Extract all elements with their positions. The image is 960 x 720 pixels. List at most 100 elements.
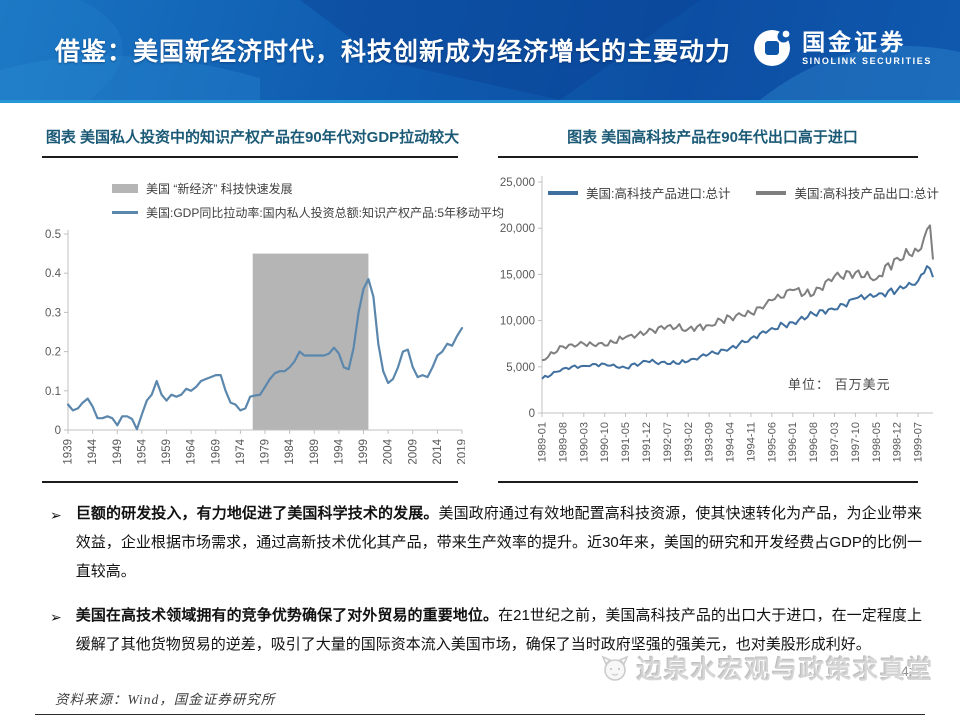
header-wave-decoration [0, 0, 960, 100]
bullet-item: ➢ 巨额的研发投入，有力地促进了美国科学技术的发展。美国政府通过有效地配置高科技… [50, 500, 922, 586]
x-tick-label: 1991-12 [641, 422, 653, 462]
page-title: 借鉴：美国新经济时代，科技创新成为经济增长的主要动力 [55, 38, 732, 66]
x-tick-label: 2014 [432, 438, 444, 464]
x-tick-label: 1992-07 [662, 422, 674, 462]
x-tick-label: 1984 [284, 438, 296, 464]
logo-text: 国金证券 SINOLINK SECURITIES [802, 30, 932, 67]
x-tick-label: 1996-08 [808, 422, 820, 462]
y-tick-label: 0 [529, 408, 535, 420]
bullet-lead: 美国在高技术领域拥有的竞争优势确保了对外贸易的重要地位。 [75, 607, 499, 625]
x-tick-label: 1999-07 [913, 422, 925, 462]
sinolink-logo-icon [754, 30, 791, 66]
x-tick-label: 1964 [186, 438, 198, 464]
y-tick-label: 0.3 [45, 307, 61, 319]
legend-item: 美国:高科技产品出口:总计 [756, 183, 939, 202]
band-swatch [112, 184, 138, 193]
legend-label: 美国:GDP同比拉动率:国内私人投资总额:知识产权产品:5年移动平均 [146, 206, 505, 220]
x-tick-label: 1994 [333, 438, 345, 464]
bullet-text: 美国在高技术领域拥有的竞争优势确保了对外贸易的重要地位。在21世纪之前，美国高科… [76, 602, 922, 660]
x-tick-label: 1994-11 [745, 422, 757, 462]
source-note: 资料来源：Wind，国金证券研究所 [55, 692, 276, 707]
right-chart-canvas: 0 5,000 10,000 15,000 20,000 25,000 1989-01 198… [500, 176, 934, 462]
y-tick-label: 10,000 [500, 316, 535, 328]
line-swatch [548, 190, 578, 195]
x-tick-label: 1944 [87, 438, 99, 464]
cat-face-icon [601, 655, 629, 681]
x-tick-label: 1939 [63, 439, 75, 465]
bullet-text: 巨额的研发投入，有力地促进了美国科学技术的发展。美国政府通过有效地配置高科技资源… [76, 500, 922, 586]
watermark-text: 边泉水宏观与政策求真堂 [636, 656, 934, 684]
x-tick-label: 1959 [161, 439, 173, 465]
x-tick-label: 1997-03 [829, 422, 841, 462]
x-tick-label: 1997-10 [850, 422, 862, 462]
left-bottom-rule [42, 481, 458, 483]
imports-line [541, 265, 934, 380]
y-tick-label: 0.5 [45, 229, 61, 241]
y-tick-label: 0.2 [45, 347, 61, 359]
x-tick-label: 1990-03 [578, 422, 590, 462]
x-tick-label: 2004 [383, 438, 395, 464]
x-tick-label: 1998-12 [892, 422, 904, 462]
arrow-bullet-icon: ➢ [50, 609, 62, 626]
line-swatch [112, 211, 138, 214]
x-tick-label: 1969 [210, 439, 222, 465]
left-chart-legend: 美国 “新经济” 科技快速发展美国:GDP同比拉动率:国内私人投资总额:知识产权… [112, 180, 504, 221]
logo-name-cn: 国金证券 [802, 28, 907, 55]
x-tick-label: 1990-10 [599, 422, 611, 462]
slide-bottom-rule [35, 714, 925, 715]
logo: 国金证券 SINOLINK SECURITIES [751, 27, 932, 69]
x-tick-label: 1979 [260, 439, 272, 465]
x-tick-label: 1993-09 [704, 422, 716, 462]
x-tick-label: 1989-08 [557, 422, 569, 462]
arrow-bullet-icon: ➢ [50, 507, 62, 523]
x-tick-label: 1989-01 [537, 422, 549, 462]
bullet-item: ➢ 美国在高技术领域拥有的竞争优势确保了对外贸易的重要地位。在21世纪之前，美国… [50, 602, 922, 660]
x-tick-label: 1999 [358, 439, 370, 465]
legend-item: 美国:GDP同比拉动率:国内私人投资总额:知识产权产品:5年移动平均 [112, 204, 504, 221]
y-tick-label: 0 [55, 425, 61, 437]
line-swatch [756, 190, 787, 195]
y-tick-label: 0.4 [45, 268, 62, 280]
x-tick-label: 1993-02 [683, 422, 695, 462]
right-bottom-rule [498, 481, 918, 483]
bullet-list: ➢ 巨额的研发投入，有力地促进了美国科学技术的发展。美国政府通过有效地配置高科技… [50, 500, 922, 676]
x-tick-label: 2009 [407, 439, 419, 465]
new-economy-band [252, 253, 369, 430]
x-tick-label: 1996-01 [787, 422, 799, 462]
left-figure-title: 图表 美国私人投资中的知识产权产品在90年代对GDP拉动较大 [45, 129, 460, 146]
y-tick-label: 25,000 [500, 177, 535, 189]
exports-line [541, 224, 934, 362]
y-tick-label: 20,000 [500, 223, 535, 235]
y-tick-label: 5,000 [506, 362, 535, 374]
x-tick-label: 1991-05 [620, 422, 632, 462]
x-tick-label: 2019 [457, 439, 466, 465]
left-title-rule [42, 156, 458, 158]
x-tick-label: 1998-05 [871, 422, 883, 462]
bullet-rest: 在21世纪之前，美国高科技产品的出口大于进口，在一定程度上缓解了其他货物贸易的逆… [75, 607, 922, 654]
logo-name-en: SINOLINK SECURITIES [802, 55, 932, 66]
x-tick-label: 1949 [112, 439, 124, 465]
legend-label: 美国:高科技产品进口:总计 [586, 187, 731, 201]
y-tick-label: 0.1 [45, 386, 61, 398]
right-title-rule [498, 156, 918, 158]
legend-label: 美国 “新经济” 科技快速发展 [146, 182, 293, 196]
x-tick-label: 1974 [235, 438, 247, 464]
header-bar: 借鉴：美国新经济时代，科技创新成为经济增长的主要动力 国金证券 SINOLINK… [0, 0, 960, 103]
x-tick-label: 1995-06 [766, 422, 778, 462]
bullet-lead: 巨额的研发投入，有力地促进了美国科学技术的发展。 [75, 505, 439, 522]
legend-item: 美国:高科技产品进口:总计 [548, 183, 730, 202]
x-tick-label: 1994-04 [725, 422, 737, 462]
right-figure-title: 图表 美国高科技产品在90年代出口高于进口 [567, 129, 858, 146]
bullet-rest: 美国政府通过有效地配置高科技资源，使其快速转化为产品，为企业带来效益，企业根据市… [75, 505, 922, 580]
legend-item: 美国 “新经济” 科技快速发展 [112, 180, 504, 197]
x-tick-label: 1954 [136, 438, 148, 464]
x-tick-label: 1989 [309, 439, 321, 465]
gdp-pull-line [66, 277, 464, 431]
left-chart-canvas: 0 0.1 0.2 0.3 0.4 0.5 1939 1944 1949 1954 1959 1964… [45, 229, 466, 465]
y-tick-label: 15,000 [500, 269, 535, 281]
legend-label: 美国:高科技产品出口:总计 [794, 187, 939, 201]
unit-note: 单位： 百万美元 [788, 377, 891, 392]
page-number: 42 [901, 663, 917, 679]
right-chart-legend: 美国:高科技产品进口:总计 美国:高科技产品出口:总计 [548, 183, 939, 202]
